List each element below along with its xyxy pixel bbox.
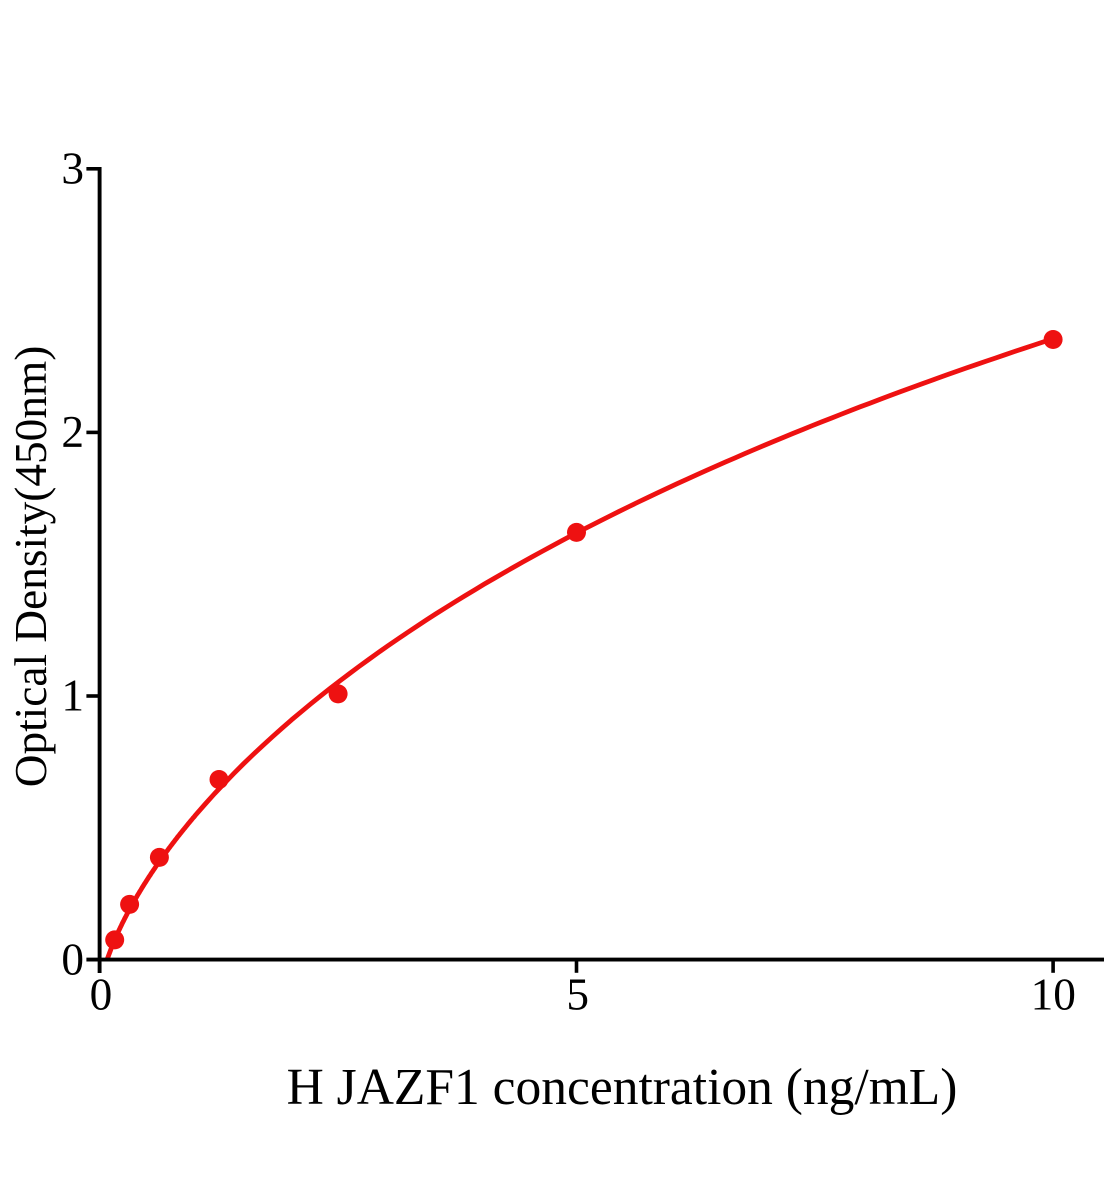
svg-text:Optical Density(450nm): Optical Density(450nm) — [6, 346, 56, 788]
svg-text:1: 1 — [61, 671, 84, 721]
svg-text:3: 3 — [61, 144, 84, 194]
svg-text:10: 10 — [1031, 970, 1076, 1020]
svg-text:5: 5 — [566, 970, 589, 1020]
svg-text:0: 0 — [90, 970, 113, 1020]
svg-text:0: 0 — [61, 934, 84, 984]
svg-text:H JAZF1 concentration (ng/mL): H JAZF1 concentration (ng/mL) — [287, 1059, 958, 1116]
svg-text:2: 2 — [61, 407, 84, 457]
